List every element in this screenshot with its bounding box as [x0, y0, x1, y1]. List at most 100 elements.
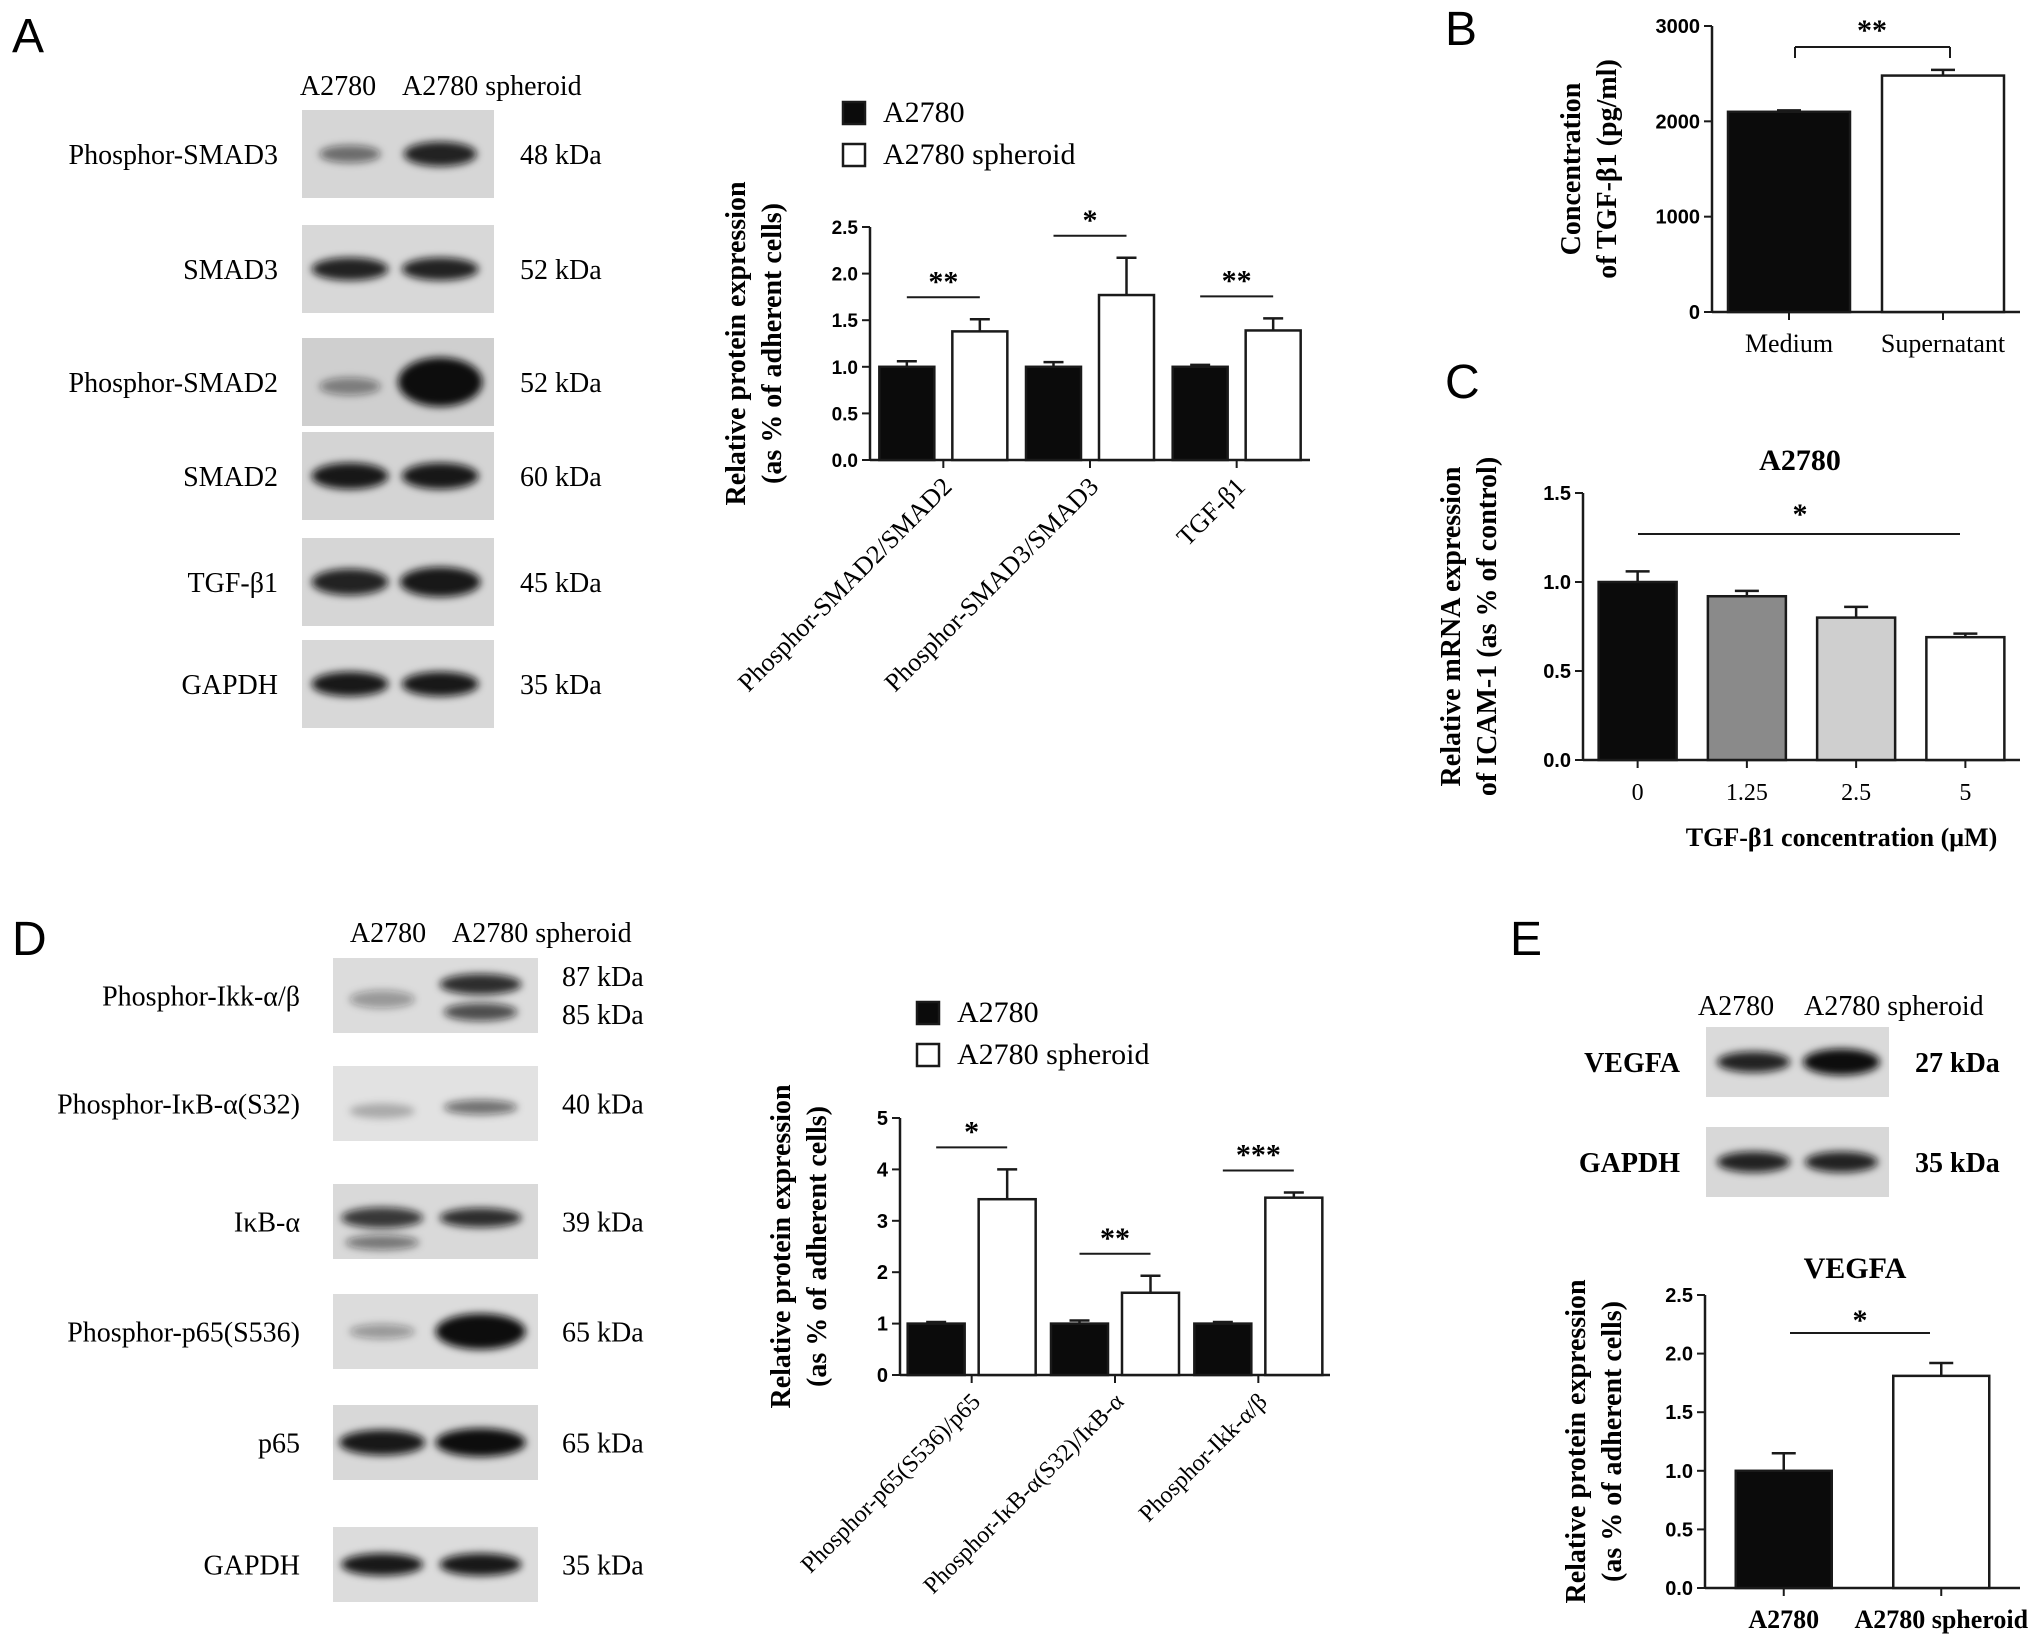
blot-e-lane-label: A2780 [1698, 991, 1774, 1022]
blot-band [435, 1428, 526, 1457]
y-tick-label: 3 [877, 1211, 888, 1233]
x-tick-label: Supernatant [1881, 329, 2006, 358]
significance-marker: * [1083, 204, 1098, 237]
blot-band [439, 1208, 522, 1228]
blot-band [311, 462, 389, 490]
bar [1925, 635, 2006, 762]
y-tick-label: 0.0 [1543, 750, 1571, 772]
bar [1597, 580, 1678, 762]
y-tick-label: 1.0 [1543, 572, 1571, 594]
bar [1880, 74, 2006, 314]
y-tick-label: 2.5 [832, 218, 859, 239]
blot-row-label: SMAD3 [183, 255, 278, 286]
bar-spheroid [977, 1197, 1037, 1377]
blot-band [443, 1003, 518, 1021]
blot-band [439, 973, 522, 995]
significance-marker: *** [1236, 1139, 1281, 1172]
western-blot-d: A2780 A2780 spheroid Phosphor-Ikk-α/β 87 … [57, 918, 644, 1602]
x-tick-label: Medium [1745, 329, 1833, 358]
y-tick-label: 4 [877, 1159, 889, 1181]
blot-kda-label: 52 kDa [520, 255, 602, 286]
blot-e-lane-label: A2780 spheroid [1804, 991, 1984, 1022]
blot-band [341, 1207, 424, 1229]
panel-letter-b: B [1445, 3, 1477, 56]
y-axis-title: Relative protein expression (as % of adhe… [766, 1084, 833, 1408]
y-tick-label: 2.0 [1665, 1344, 1693, 1366]
blot-row-label: Phosphor-p65(S536) [67, 1318, 300, 1349]
panel-letter-d: D [12, 913, 47, 966]
blot-band [435, 1313, 526, 1350]
y-tick-label: 2.5 [1665, 1285, 1693, 1307]
legend-label: A2780 [883, 96, 965, 129]
y-axis-title: Relative protein expression (as % of adhe… [1561, 1279, 1628, 1603]
blot-row-label: p65 [258, 1429, 300, 1460]
blot-band [399, 567, 481, 597]
chart-b-tgf-concentration: 0 1000 2000 3000 Concentration of TGF-β1 (pg/… [1556, 14, 2020, 358]
chart-c-icam1-mrna: 0.0 0.5 1.0 1.5 Relative mRNA expression of I… [1436, 444, 2020, 852]
blot-kda-label: 40 kDa [562, 1090, 644, 1121]
blot-band [401, 257, 479, 281]
y-tick-label: 1.5 [1665, 1402, 1693, 1424]
blot-kda-label: 48 kDa [520, 140, 602, 171]
panel-letter-a: A [12, 10, 44, 63]
y-tick-label: 0.0 [832, 451, 858, 472]
blot-kda-label: 35 kDa [562, 1551, 644, 1582]
blot-kda-label: 60 kDa [520, 462, 602, 493]
y-tick-label: 1.5 [832, 311, 859, 332]
chart-a-protein-expression: 0.0 0.5 1.0 1.5 2.0 2.5 Relative protein expre… [721, 96, 1310, 697]
y-tick-label: 0.0 [1665, 1578, 1693, 1600]
blot-row-label: GAPDH [1579, 1148, 1680, 1179]
legend-swatch [841, 100, 867, 126]
x-tick-label: TGF-β1 [1171, 472, 1251, 552]
bar [1706, 594, 1788, 762]
blot-band [319, 145, 381, 163]
blot-kda-label: 52 kDa [520, 368, 602, 399]
y-tick-label: 0.5 [1543, 661, 1571, 683]
bar-spheroid [1244, 329, 1302, 462]
y-tick-label: 2000 [1656, 111, 1701, 133]
blot-band [349, 1324, 416, 1339]
x-tick-label: A2780 spheroid [1854, 1605, 2028, 1634]
blot-band [319, 377, 381, 396]
blot-a-lane-label: A2780 spheroid [402, 71, 582, 102]
blot-band [345, 1235, 420, 1250]
y-tick-label: 1 [877, 1314, 888, 1336]
blot-kda-label: 35 kDa [1915, 1148, 2000, 1179]
y-tick-label: 0.5 [1665, 1519, 1693, 1541]
blot-band [1804, 1151, 1879, 1173]
blot-row-label: SMAD2 [183, 462, 278, 493]
y-tick-label: 0 [877, 1365, 888, 1387]
blot-row-label: VEGFA [1584, 1048, 1681, 1079]
significance-marker: * [1793, 498, 1808, 531]
blot-band [443, 1099, 518, 1115]
blot-row-label: GAPDH [182, 670, 278, 701]
y-tick-label: 3000 [1656, 16, 1701, 38]
blot-d-lane-label: A2780 spheroid [452, 918, 632, 949]
y-tick-label: 1.0 [1665, 1461, 1693, 1483]
blot-band [349, 990, 416, 1009]
blot-kda-label: 65 kDa [562, 1318, 644, 1349]
blot-kda-label: 35 kDa [520, 670, 602, 701]
x-tick-label: 5 [1959, 780, 1971, 806]
blot-band [311, 671, 389, 697]
significance-marker: ** [1100, 1222, 1130, 1255]
blot-band [349, 1103, 416, 1119]
significance-marker: * [964, 1115, 979, 1148]
blot-row-label: Phosphor-IκB-α(S32) [57, 1090, 300, 1121]
y-tick-label: 1000 [1656, 207, 1701, 229]
x-tick-label: 0 [1632, 780, 1644, 806]
y-tick-label: 1.5 [1543, 483, 1571, 505]
bar-spheroid [1264, 1196, 1324, 1377]
blot-band [398, 357, 483, 407]
blot-kda-label: 65 kDa [562, 1429, 644, 1460]
blot-row-label: Phosphor-SMAD2 [69, 368, 278, 399]
y-tick-label: 5 [877, 1108, 888, 1130]
blot-band [403, 141, 477, 167]
bar-spheroid [1120, 1291, 1181, 1377]
bar [1815, 616, 1897, 762]
chart-d-nfkb-protein-expression: 0 1 2 3 4 5 Relative protein expression (as % o… [766, 996, 1330, 1599]
x-tick-label: 2.5 [1841, 780, 1871, 806]
blot-band [1802, 1048, 1880, 1076]
bar-spheroid [951, 330, 1009, 462]
bar [1734, 1469, 1833, 1590]
